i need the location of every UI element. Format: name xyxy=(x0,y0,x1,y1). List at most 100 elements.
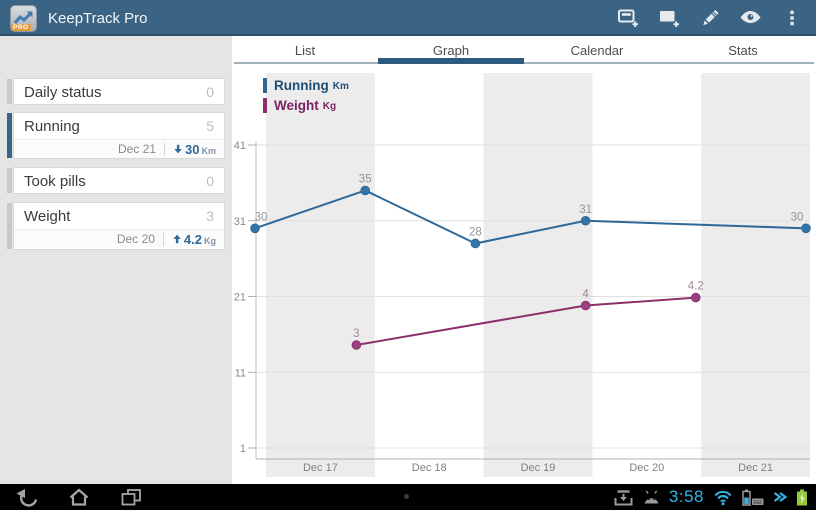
legend-unit: Km xyxy=(332,81,349,92)
svg-text:30: 30 xyxy=(791,211,804,223)
back-icon xyxy=(16,488,38,507)
app-icon[interactable]: PRO xyxy=(10,4,37,32)
item-accent-bar xyxy=(7,113,12,158)
tab-graph[interactable]: Graph xyxy=(378,36,524,64)
svg-text:28: 28 xyxy=(469,226,482,238)
legend-unit: Kg xyxy=(322,101,337,112)
svg-text:Dec 21: Dec 21 xyxy=(738,462,773,474)
item-title: Weight xyxy=(24,207,71,225)
svg-text:Dec 18: Dec 18 xyxy=(412,462,447,474)
legend-label: Running xyxy=(274,78,329,93)
last-entry-value: 30 xyxy=(185,141,200,157)
trend-up-icon xyxy=(172,234,182,244)
tab-calendar[interactable]: Calendar xyxy=(524,36,670,64)
system-nav-bar: 3:58 xyxy=(0,484,816,510)
dock-battery-icon xyxy=(742,489,764,506)
tab-label: Calendar xyxy=(570,42,624,58)
view-button[interactable] xyxy=(730,0,771,36)
last-entry-unit: Kg xyxy=(204,235,216,246)
legend-entry-running: Running Km xyxy=(263,78,349,93)
svg-text:30: 30 xyxy=(255,211,268,223)
nav-buttons xyxy=(12,484,168,510)
edit-icon xyxy=(702,9,719,26)
svg-text:41: 41 xyxy=(234,140,246,152)
item-title: Took pills xyxy=(24,172,86,190)
view-icon xyxy=(740,11,761,23)
tab-stats[interactable]: Stats xyxy=(670,36,816,64)
wifi-icon xyxy=(714,490,732,505)
recents-icon xyxy=(121,488,141,505)
pro-badge: PRO xyxy=(11,23,31,31)
divider xyxy=(162,232,164,246)
svg-text:35: 35 xyxy=(359,173,372,185)
legend-color-weight xyxy=(263,98,267,113)
item-count: 3 xyxy=(206,208,214,224)
status-cluster[interactable]: 3:58 xyxy=(613,484,808,510)
overflow-menu-icon xyxy=(789,10,794,26)
tab-label: Graph xyxy=(432,42,470,58)
svg-text:31: 31 xyxy=(579,204,592,216)
content-pane: List Graph Calendar Stats 41 31 21 11 1 Dec 1… xyxy=(232,36,816,484)
svg-text:4.2: 4.2 xyxy=(688,281,704,293)
download-tray-icon xyxy=(614,489,633,505)
last-entry-date: Dec 21 xyxy=(117,142,157,156)
recents-button[interactable] xyxy=(116,484,146,510)
svg-text:11: 11 xyxy=(235,367,246,379)
menu-dot xyxy=(404,494,409,499)
tab-label: Stats xyxy=(728,42,758,58)
sidebar-item-daily-status[interactable]: Daily status 0 xyxy=(7,78,225,105)
svg-text:4: 4 xyxy=(582,289,589,301)
chart-logo-icon xyxy=(13,11,33,24)
item-title: Daily status xyxy=(24,83,102,101)
tab-bar: List Graph Calendar Stats xyxy=(232,36,816,64)
svg-text:Dec 17: Dec 17 xyxy=(303,462,338,474)
chart-area: 41 31 21 11 1 Dec 17 Dec 18 Dec 19 Dec 20 Dec 21 3… xyxy=(232,64,816,484)
chart-legend: Running Km Weight Kg xyxy=(263,78,349,118)
android-icon xyxy=(644,490,659,504)
back-button[interactable] xyxy=(12,484,42,510)
overflow-menu-button[interactable] xyxy=(771,0,812,36)
last-entry-value: 4.2 xyxy=(183,231,202,247)
svg-text:3: 3 xyxy=(353,328,359,340)
add-entry-icon xyxy=(659,11,679,27)
item-count: 0 xyxy=(206,84,214,100)
svg-text:1: 1 xyxy=(240,443,246,455)
last-entry-unit: Km xyxy=(201,145,216,156)
tab-label: List xyxy=(294,42,316,58)
item-title: Running xyxy=(24,117,80,135)
legend-entry-weight: Weight Kg xyxy=(263,98,349,113)
tab-list[interactable]: List xyxy=(232,36,378,64)
sidebar: Daily status 0 Running 5 Dec 21 30 Km xyxy=(0,36,232,484)
svg-text:31: 31 xyxy=(234,216,246,228)
clock: 3:58 xyxy=(668,487,704,506)
sidebar-item-running[interactable]: Running 5 Dec 21 30 Km xyxy=(7,112,225,159)
trend-down-icon xyxy=(173,144,183,154)
action-bar: PRO KeepTrack Pro xyxy=(0,0,816,36)
action-bar-buttons xyxy=(607,0,816,36)
battery-charging-icon xyxy=(797,489,807,505)
add-note-button[interactable] xyxy=(607,0,648,36)
sidebar-item-took-pills[interactable]: Took pills 0 xyxy=(7,167,225,194)
home-icon xyxy=(69,488,89,506)
item-count: 5 xyxy=(206,118,214,134)
legend-color-running xyxy=(263,78,267,93)
svg-text:21: 21 xyxy=(234,292,246,304)
item-accent-bar xyxy=(7,203,12,249)
home-button[interactable] xyxy=(64,484,94,510)
add-note-icon xyxy=(617,9,638,27)
fast-forward-icon xyxy=(773,492,787,502)
svg-text:Dec 20: Dec 20 xyxy=(629,462,664,474)
sidebar-item-weight[interactable]: Weight 3 Dec 20 4.2 Kg xyxy=(7,202,225,250)
legend-label: Weight xyxy=(274,98,319,113)
svg-text:Dec 19: Dec 19 xyxy=(521,462,556,474)
item-accent-bar xyxy=(7,79,12,104)
app-title: KeepTrack Pro xyxy=(48,9,148,27)
edit-button[interactable] xyxy=(689,0,730,36)
last-entry-date: Dec 20 xyxy=(116,232,155,246)
item-count: 0 xyxy=(206,173,214,189)
divider xyxy=(164,142,166,156)
add-entry-button[interactable] xyxy=(648,0,689,36)
item-accent-bar xyxy=(7,168,12,193)
